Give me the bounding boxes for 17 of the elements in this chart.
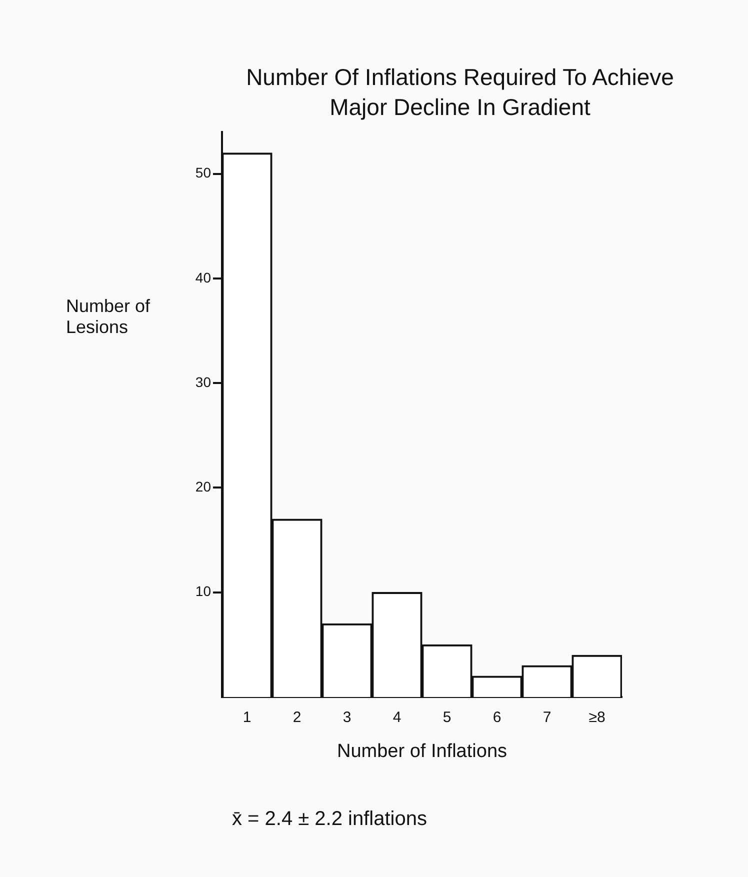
- text: x̄ = 2.4 ± 2.2 inflations: [232, 808, 427, 831]
- chart-title: Number Of Inflations Required To Achieve Major Decline In Gradient: [245, 63, 675, 122]
- x-tick-label: 2: [292, 709, 302, 726]
- y-axis-title: Number of Lesions: [66, 296, 152, 338]
- y-tick-label: 20: [195, 478, 212, 495]
- x-axis-title: Number of Inflations: [336, 740, 508, 762]
- x-tick-label: 1: [242, 709, 252, 726]
- x-tick-label: 3: [342, 709, 352, 726]
- x-tick-label: 4: [392, 709, 402, 726]
- y-tick-label: 40: [195, 269, 212, 286]
- x-tick-label: 5: [442, 709, 452, 726]
- y-tick-label: 30: [195, 374, 212, 390]
- x-tick-label: ≥8: [588, 709, 606, 726]
- x-tick-label: 6: [492, 709, 502, 726]
- x-tick-label: 7: [542, 709, 552, 726]
- y-tick-label: 10: [195, 583, 212, 600]
- y-tick-label: 50: [195, 164, 212, 181]
